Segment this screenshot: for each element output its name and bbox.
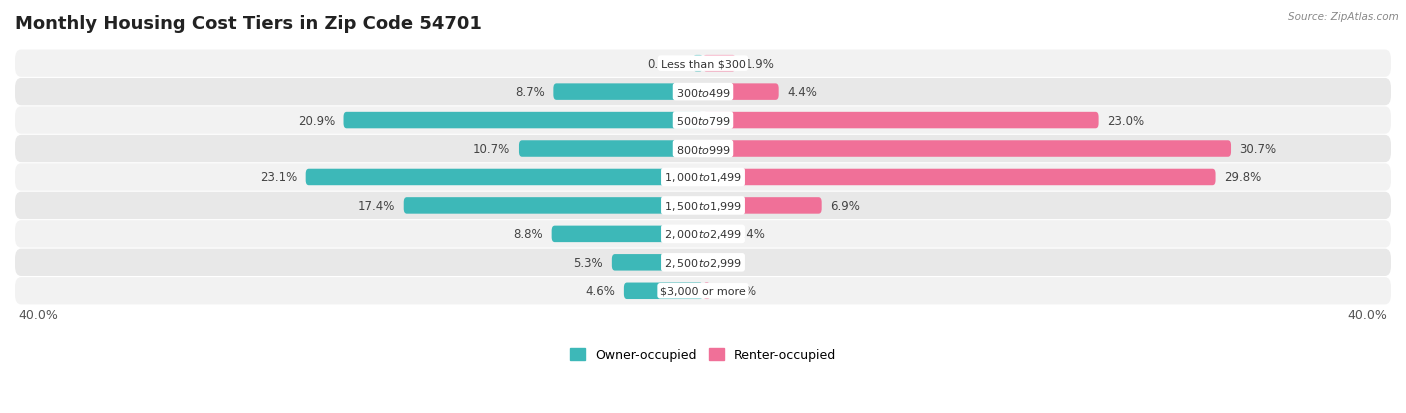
Text: $1,000 to $1,499: $1,000 to $1,499 — [664, 171, 742, 184]
Text: 6.9%: 6.9% — [831, 199, 860, 212]
Text: 40.0%: 40.0% — [18, 309, 58, 322]
Text: 23.1%: 23.1% — [260, 171, 297, 184]
Text: 10.7%: 10.7% — [472, 142, 510, 156]
FancyBboxPatch shape — [15, 249, 1391, 276]
Legend: Owner-occupied, Renter-occupied: Owner-occupied, Renter-occupied — [569, 349, 837, 361]
Text: 23.0%: 23.0% — [1107, 114, 1144, 127]
FancyBboxPatch shape — [15, 50, 1391, 78]
FancyBboxPatch shape — [15, 192, 1391, 220]
FancyBboxPatch shape — [703, 113, 1098, 129]
FancyBboxPatch shape — [15, 164, 1391, 191]
Text: 30.7%: 30.7% — [1240, 142, 1277, 156]
Text: $800 to $999: $800 to $999 — [675, 143, 731, 155]
Text: 4.6%: 4.6% — [585, 285, 616, 297]
Text: $2,500 to $2,999: $2,500 to $2,999 — [664, 256, 742, 269]
Text: Less than $300: Less than $300 — [661, 59, 745, 69]
Text: 1.9%: 1.9% — [744, 57, 775, 71]
FancyBboxPatch shape — [15, 221, 1391, 248]
Text: $300 to $499: $300 to $499 — [675, 86, 731, 98]
FancyBboxPatch shape — [612, 254, 703, 271]
Text: $500 to $799: $500 to $799 — [675, 115, 731, 127]
FancyBboxPatch shape — [703, 141, 1232, 157]
FancyBboxPatch shape — [703, 56, 735, 72]
FancyBboxPatch shape — [15, 79, 1391, 106]
Text: 5.3%: 5.3% — [574, 256, 603, 269]
Text: 8.7%: 8.7% — [515, 86, 544, 99]
Text: 0.58%: 0.58% — [647, 57, 685, 71]
Text: 0.43%: 0.43% — [718, 285, 756, 297]
FancyBboxPatch shape — [519, 141, 703, 157]
FancyBboxPatch shape — [305, 169, 703, 186]
FancyBboxPatch shape — [703, 198, 821, 214]
Text: Source: ZipAtlas.com: Source: ZipAtlas.com — [1288, 12, 1399, 22]
Text: $1,500 to $1,999: $1,500 to $1,999 — [664, 199, 742, 212]
FancyBboxPatch shape — [554, 84, 703, 101]
Text: $3,000 or more: $3,000 or more — [661, 286, 745, 296]
FancyBboxPatch shape — [693, 56, 703, 72]
FancyBboxPatch shape — [15, 135, 1391, 163]
Text: 29.8%: 29.8% — [1225, 171, 1261, 184]
Text: 0.0%: 0.0% — [711, 256, 741, 269]
FancyBboxPatch shape — [551, 226, 703, 242]
FancyBboxPatch shape — [15, 107, 1391, 134]
FancyBboxPatch shape — [703, 283, 710, 299]
FancyBboxPatch shape — [703, 169, 1216, 186]
Text: 20.9%: 20.9% — [298, 114, 335, 127]
FancyBboxPatch shape — [703, 84, 779, 101]
Text: Monthly Housing Cost Tiers in Zip Code 54701: Monthly Housing Cost Tiers in Zip Code 5… — [15, 15, 482, 33]
Text: 4.4%: 4.4% — [787, 86, 817, 99]
FancyBboxPatch shape — [343, 113, 703, 129]
FancyBboxPatch shape — [15, 278, 1391, 305]
Text: 8.8%: 8.8% — [513, 228, 543, 241]
FancyBboxPatch shape — [703, 226, 727, 242]
FancyBboxPatch shape — [624, 283, 703, 299]
Text: 17.4%: 17.4% — [357, 199, 395, 212]
Text: 1.4%: 1.4% — [735, 228, 765, 241]
Text: 40.0%: 40.0% — [1348, 309, 1388, 322]
FancyBboxPatch shape — [404, 198, 703, 214]
Text: $2,000 to $2,499: $2,000 to $2,499 — [664, 228, 742, 241]
